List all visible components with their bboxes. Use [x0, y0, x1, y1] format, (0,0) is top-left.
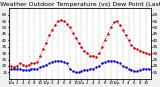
- Title: Milwaukee Weather Outdoor Temperature (vs) Dew Point (Last 24 Hours): Milwaukee Weather Outdoor Temperature (v…: [0, 2, 160, 7]
